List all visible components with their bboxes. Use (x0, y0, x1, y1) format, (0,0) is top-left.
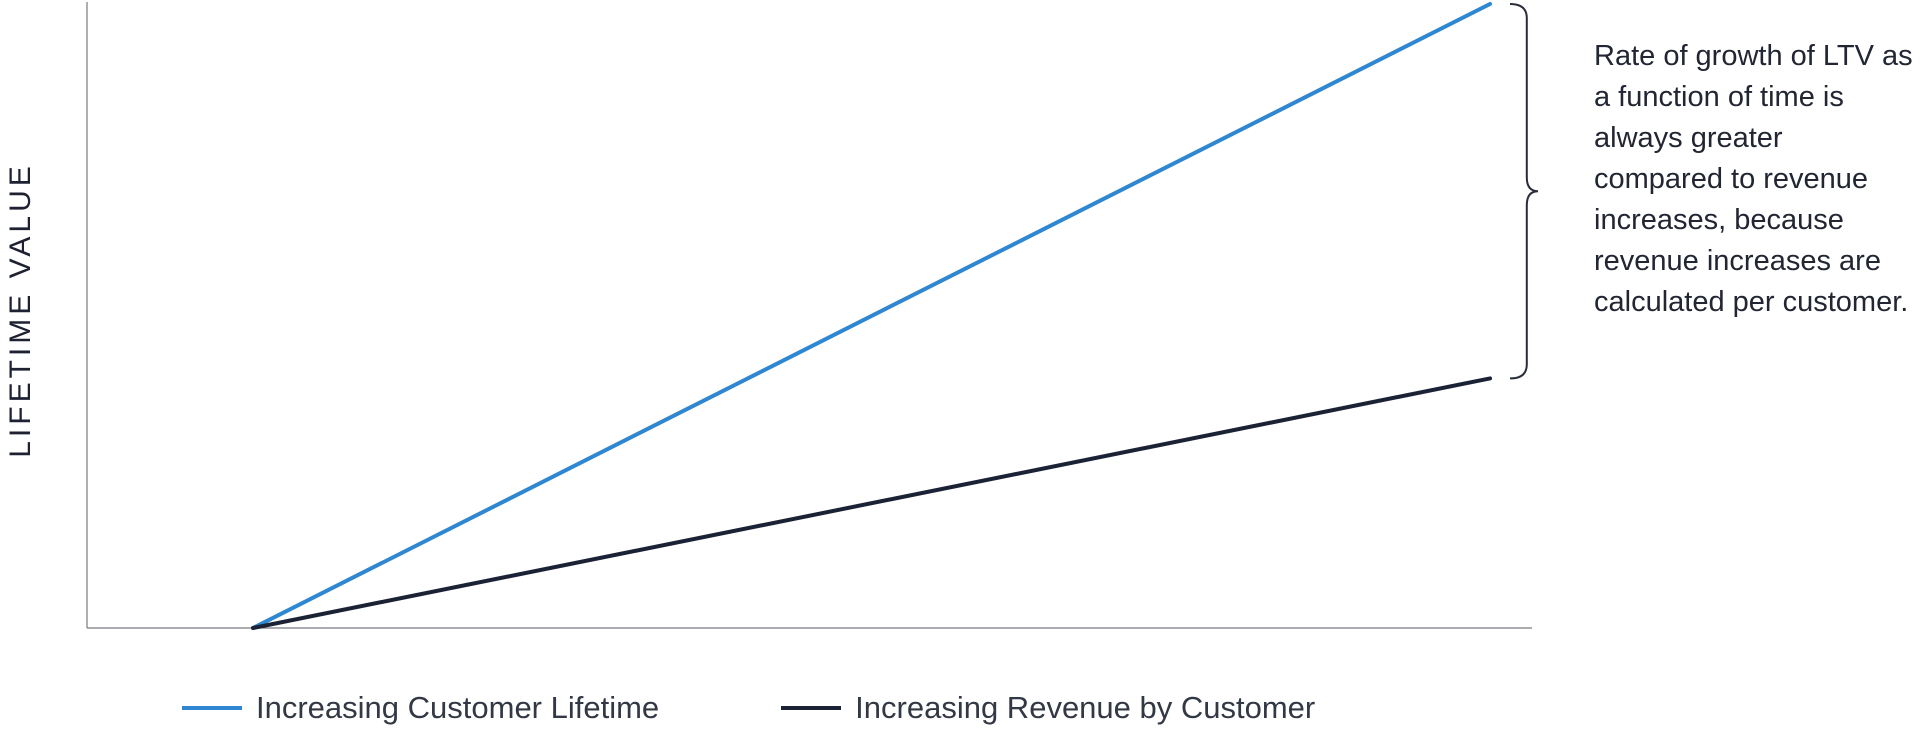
legend-item-customer-lifetime: Increasing Customer Lifetime (182, 690, 659, 726)
series-line-customer-lifetime (251, 2, 1492, 630)
legend: Increasing Customer Lifetime Increasing … (182, 690, 1437, 726)
legend-item-revenue-by-customer: Increasing Revenue by Customer (781, 690, 1315, 726)
y-axis-label-container: LIFETIME VALUE (0, 0, 42, 729)
legend-label-customer-lifetime: Increasing Customer Lifetime (256, 690, 660, 725)
legend-label-revenue-by-customer: Increasing Revenue by Customer (855, 690, 1316, 725)
legend-swatch-revenue-by-customer (781, 706, 842, 710)
series-line-revenue-by-customer (251, 376, 1492, 630)
series-layer (251, 2, 1492, 630)
curly-brace-annotation-icon (1509, 3, 1539, 380)
axes (86, 2, 1532, 629)
annotation-text: Rate of growth of LTV as a function of t… (1594, 40, 1913, 318)
legend-swatch-customer-lifetime (182, 706, 242, 710)
y-axis-label: LIFETIME VALUE (4, 162, 37, 458)
